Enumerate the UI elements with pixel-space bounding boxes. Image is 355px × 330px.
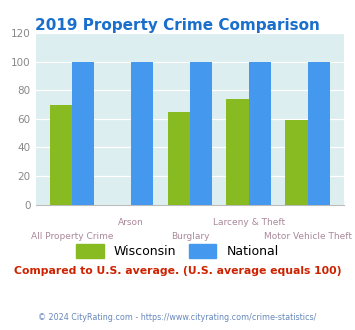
Bar xyxy=(190,62,212,205)
Bar xyxy=(131,62,153,205)
Bar xyxy=(168,112,190,205)
Text: Motor Vehicle Theft: Motor Vehicle Theft xyxy=(264,232,352,241)
Bar xyxy=(285,120,308,205)
Legend: Wisconsin, National: Wisconsin, National xyxy=(71,239,284,263)
Text: Larceny & Theft: Larceny & Theft xyxy=(213,218,285,227)
Text: Compared to U.S. average. (U.S. average equals 100): Compared to U.S. average. (U.S. average … xyxy=(14,266,341,276)
Text: Arson: Arson xyxy=(118,218,144,227)
Bar xyxy=(72,62,94,205)
Text: All Property Crime: All Property Crime xyxy=(31,232,113,241)
Bar xyxy=(226,99,249,205)
Bar xyxy=(249,62,271,205)
Text: © 2024 CityRating.com - https://www.cityrating.com/crime-statistics/: © 2024 CityRating.com - https://www.city… xyxy=(38,313,317,322)
Text: 2019 Property Crime Comparison: 2019 Property Crime Comparison xyxy=(35,18,320,33)
Bar xyxy=(308,62,330,205)
Bar xyxy=(50,105,72,205)
Text: Burglary: Burglary xyxy=(171,232,209,241)
